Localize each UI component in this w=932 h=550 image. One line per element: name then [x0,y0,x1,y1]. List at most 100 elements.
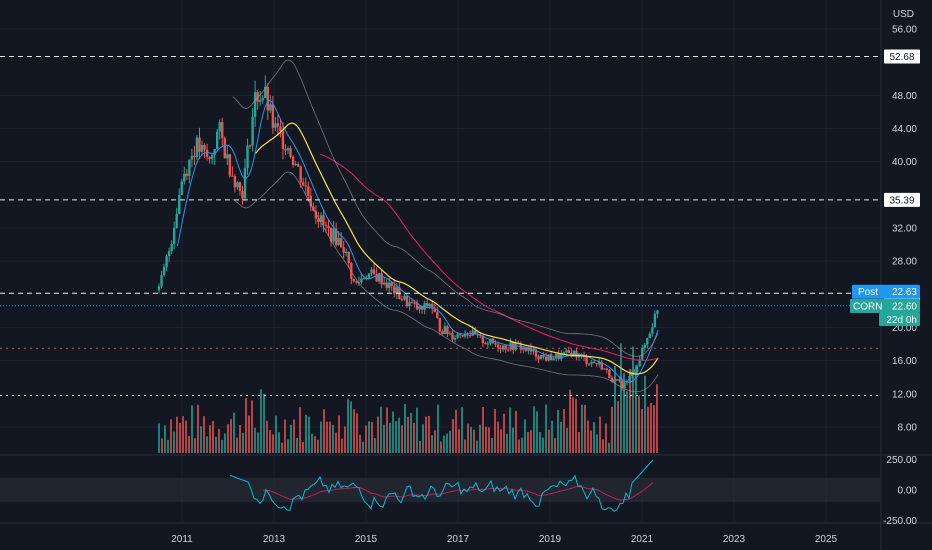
y-tick-label: 16.00 [892,356,917,367]
candle-body [489,338,492,344]
candle-body [302,182,305,186]
candle-body [463,334,467,337]
volume-bar [611,406,613,453]
volume-bar [251,400,253,453]
volume-bar [590,430,592,453]
volume-bar [488,427,490,453]
volume-bar [158,423,160,453]
volume-bar [347,399,349,453]
candle-body [549,354,553,361]
candle-body [332,228,335,242]
x-tick-label: 2011 [171,534,193,545]
volume-bar [446,433,448,453]
candle-body [529,347,533,352]
candle-body [633,371,636,373]
volume-bar [650,402,652,453]
volume-bar [455,409,457,453]
volume-bar [464,439,466,453]
candle-body [299,166,302,183]
candle-body [294,164,297,166]
candle-body [595,363,598,365]
volume-bar [632,346,634,453]
candle-body [236,182,239,188]
volume-bar [362,441,364,453]
volume-bar [542,437,544,453]
volume-bar [275,415,277,453]
y-tick-label: 40.00 [892,157,917,168]
x-tick-label: 2021 [631,534,654,545]
candle-body [317,218,320,222]
volume-bar [551,420,553,453]
candle-body [418,306,421,310]
candle-body [175,213,178,228]
volume-bar [302,442,304,453]
cci-tick-label: -250.00 [883,516,917,527]
candle-body [552,358,555,361]
candle-body [162,266,166,276]
volume-bar [566,427,568,453]
post-tag-label: Post [858,287,878,298]
y-tick-label: 8.00 [898,423,918,434]
volume-bar [596,434,598,453]
volume-bar [617,401,619,453]
candle-body [501,345,505,350]
candle-body [289,148,292,157]
candle-body [246,145,249,168]
ma-fast-line [176,99,659,383]
volume-bar [233,412,235,453]
y-tick-label: 28.00 [892,257,917,268]
volume-bar [509,407,511,453]
candle-body [203,145,206,150]
candle-body [638,359,641,367]
volume-bar [560,421,562,453]
volume-bar [413,422,415,453]
volume-bar [221,439,223,453]
volume-bar [656,384,658,453]
volume-bar [305,414,307,453]
candle-body [342,247,345,253]
volume-bar [359,434,361,453]
ma-slow-line [255,122,659,375]
volume-bar [491,437,493,453]
volume-bar [533,406,535,453]
level-price-tag [884,192,920,207]
volume-bar [197,404,199,453]
volume-bar [563,408,565,453]
candle-body [178,195,181,214]
volume-bar [512,427,514,453]
candle-body [190,155,194,160]
volume-bar [569,389,571,453]
volume-bar [461,407,463,453]
candle-body [324,224,328,226]
volume-bar [431,434,433,453]
candle-body [241,190,244,199]
volume-bar [410,412,412,453]
candle-body [360,278,363,283]
candle-body [441,331,444,334]
volume-bar [170,419,172,453]
candle-body [618,379,621,382]
volume-bar [326,421,328,453]
candle-body [643,344,646,349]
level-price-tag [884,49,920,64]
candle-body [431,303,434,309]
candle-body [221,122,224,139]
candle-body [390,282,393,287]
candle-body [613,379,616,382]
volume-bar [236,437,238,453]
volume-bar [602,439,604,453]
volume-bar [614,366,616,453]
level-price-tag-text: 52.68 [889,52,914,63]
candle-body [656,310,659,314]
volume-bar [644,375,646,453]
x-tick-label: 2023 [723,534,746,545]
volume-bar [323,409,325,453]
volume-bar [494,408,496,453]
candle-body [157,286,161,291]
candle-body [281,130,285,149]
volume-bar [209,425,211,453]
volume-bar [179,423,181,453]
